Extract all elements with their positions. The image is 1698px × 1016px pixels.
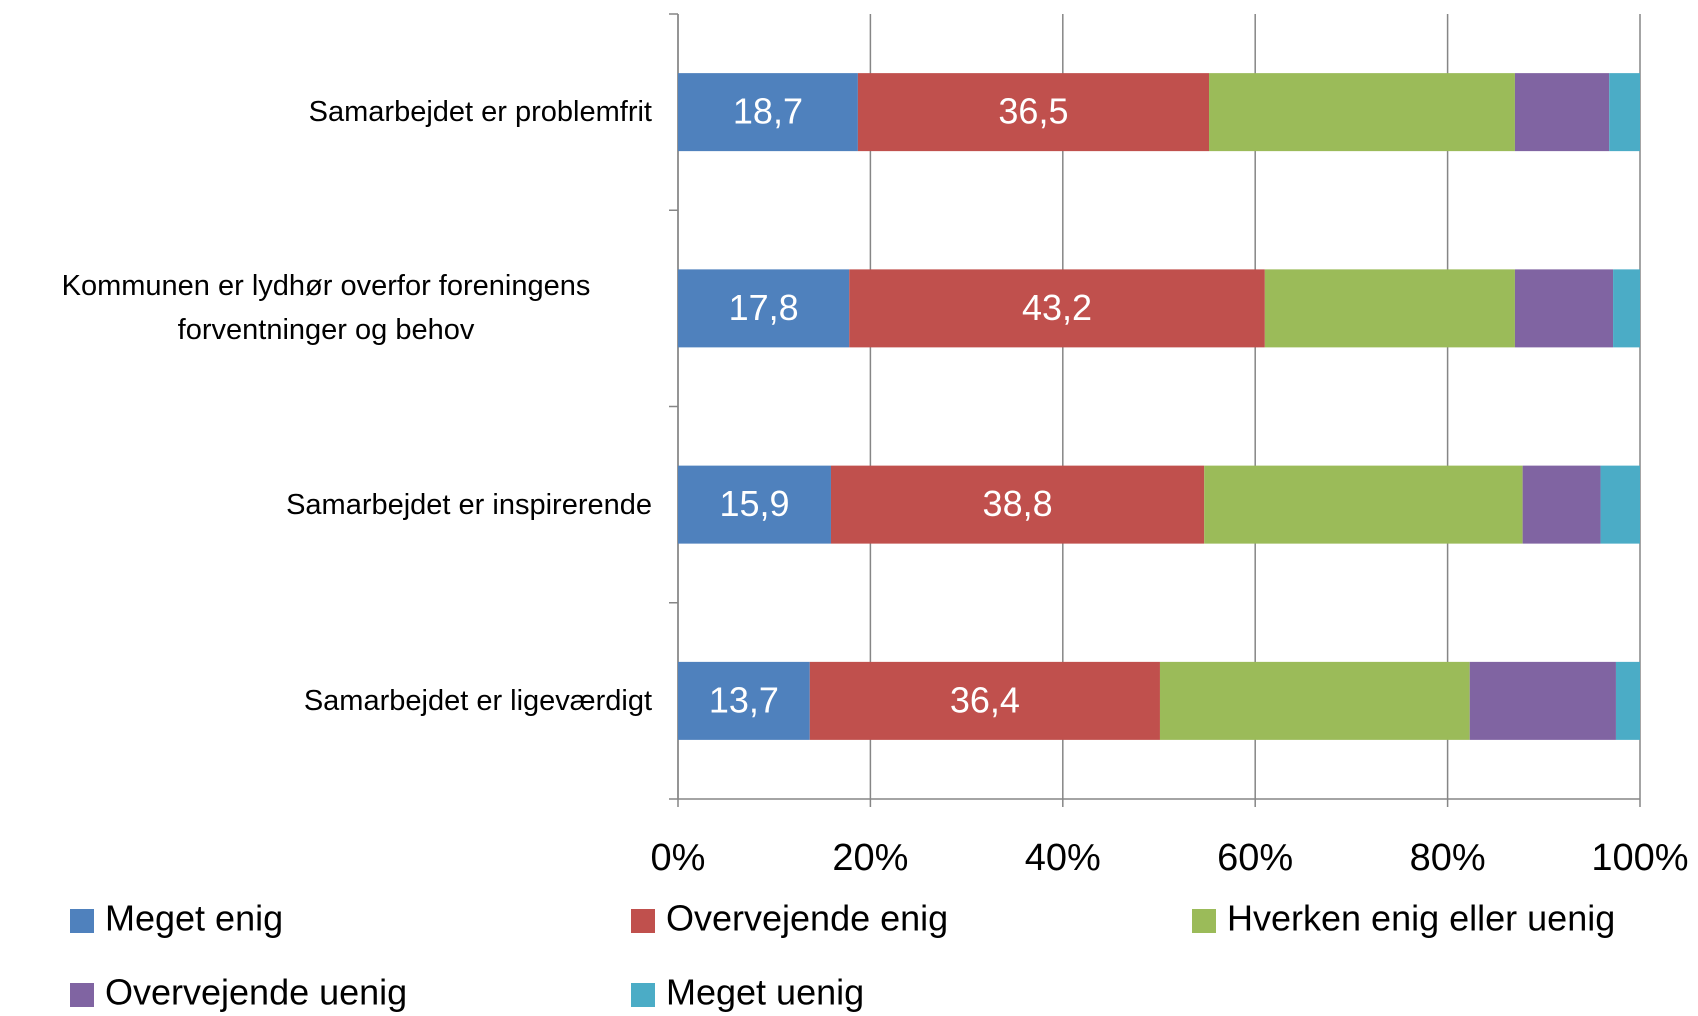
- x-tick-label: 20%: [832, 837, 908, 879]
- bar-segment: [1209, 73, 1515, 152]
- x-tick-label: 100%: [1591, 837, 1688, 879]
- category-label: Kommunen er lydhør overfor foreningens f…: [0, 258, 652, 358]
- bar-segment: [1159, 661, 1470, 740]
- data-label: 17,8: [729, 287, 799, 328]
- legend-label: Hverken enig eller uenig: [1227, 898, 1615, 939]
- bar-segment: [1514, 73, 1610, 152]
- category-label: Samarbejdet er ligeværdigt: [0, 651, 652, 751]
- data-label: 18,7: [733, 91, 803, 132]
- legend-label: Overvejende enig: [666, 898, 948, 939]
- bar-segment: [1609, 73, 1640, 152]
- x-tick-label: 80%: [1410, 837, 1486, 879]
- legend-swatch: [631, 983, 655, 1007]
- bar-segment: [1613, 269, 1640, 348]
- data-label: 15,9: [719, 483, 789, 524]
- data-label: 13,7: [709, 679, 779, 720]
- bar-segment: [1522, 465, 1601, 544]
- data-label: 38,8: [983, 483, 1053, 524]
- legend-swatch: [70, 983, 94, 1007]
- x-tick-label: 0%: [651, 837, 706, 879]
- bar-segment: [678, 661, 810, 740]
- bar-segment: [830, 465, 1205, 544]
- bar-segment: [1469, 661, 1616, 740]
- bar-segment: [1264, 269, 1515, 348]
- legend-swatch: [631, 909, 655, 933]
- bar-segment: [809, 661, 1160, 740]
- bar-segment: [1615, 661, 1640, 740]
- category-text: Samarbejdet er problemfrit: [308, 96, 652, 129]
- legend-swatch: [1192, 909, 1216, 933]
- legend-swatch: [70, 909, 94, 933]
- bar-segment: [678, 465, 831, 544]
- x-tick-label: 60%: [1217, 837, 1293, 879]
- category-text: Samarbejdet er inspirerende: [286, 488, 652, 521]
- category-label: Samarbejdet er problemfrit: [0, 62, 652, 162]
- category-text: Kommunen er lydhør overfor foreningens f…: [61, 270, 591, 347]
- data-label: 36,5: [998, 91, 1068, 132]
- bar-segment: [857, 73, 1210, 152]
- bar-segment: [1204, 465, 1523, 544]
- bar-segment: [1514, 269, 1614, 348]
- legend-label: Overvejende uenig: [105, 972, 407, 1013]
- bar-segment: [678, 269, 850, 348]
- bar-segment: [678, 73, 858, 152]
- category-text: Samarbejdet er ligeværdigt: [303, 684, 652, 717]
- legend-label: Meget enig: [105, 898, 283, 939]
- data-label: 43,2: [1022, 287, 1092, 328]
- bar-segment: [1600, 465, 1640, 544]
- legend-label: Meget uenig: [666, 972, 864, 1013]
- x-tick-label: 40%: [1025, 837, 1101, 879]
- category-label: Samarbejdet er inspirerende: [0, 455, 652, 555]
- data-label: 36,4: [950, 679, 1020, 720]
- bar-segment: [849, 269, 1265, 348]
